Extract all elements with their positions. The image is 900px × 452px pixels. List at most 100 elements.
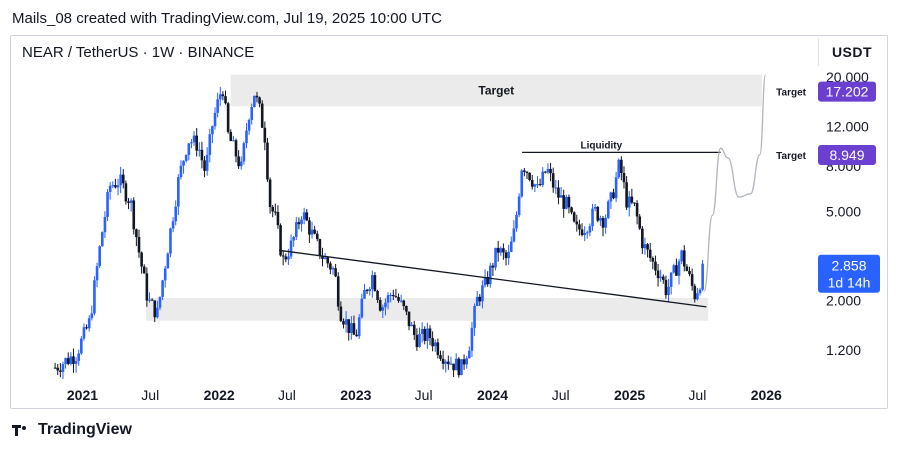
candle-body [224,96,227,104]
candle-body [557,187,560,198]
candle-body [271,207,275,212]
candle-body [315,233,319,240]
candle-body [95,266,99,281]
candle-body [250,107,254,120]
candle-body [321,256,324,259]
candle-body [486,276,489,285]
target-price-value: 17.202 [826,84,869,100]
candle-body [344,319,348,325]
tradingview-logo-icon [12,423,32,437]
candle-body [313,229,316,234]
candle-body [292,236,295,241]
candle-body [627,196,631,208]
candle-body [192,135,196,143]
target-price-value: 8.949 [829,147,864,163]
candle-body [234,140,238,157]
candle-body [698,289,702,294]
candle-body [559,195,563,198]
tradingview-brand[interactable]: TradingView [12,421,132,439]
candle-body [588,226,592,233]
candle-body [570,207,573,213]
candle-body [394,296,398,298]
candle-body [470,327,474,351]
candle-body [426,328,429,341]
candle-body [342,321,345,325]
candle-body [187,143,191,155]
candle-body [397,297,400,301]
candle-body [641,228,644,249]
candle-body [153,300,157,318]
candle-body [182,160,185,166]
target-price-badge[interactable] [818,145,876,166]
candle-body [433,342,437,347]
candle-body [415,334,419,348]
y-tick-label: 2.000 [826,292,861,308]
candle-body [473,306,476,328]
candle-body [675,265,678,276]
candle-body [625,182,628,208]
candle-body [533,184,537,187]
candle-body [208,134,212,155]
candle-body [334,268,337,277]
symbol-title[interactable]: NEAR / TetherUS · 1W · BINANCE [22,44,255,61]
candle-body [226,103,230,132]
candle-body [171,221,175,229]
bar-countdown: 1d 14h [828,275,871,291]
candle-body [169,228,172,254]
candle-body [218,94,222,100]
candle-body [61,364,65,372]
y-tick-label: 1.200 [826,342,861,358]
target-price-badge[interactable] [818,81,876,102]
candle-body [260,103,264,128]
candle-body [701,263,704,290]
candle-body [562,195,565,209]
candle-body [268,179,272,208]
candle-body [72,356,75,364]
candle-body [263,127,267,143]
candle-body [239,161,243,167]
candle-body [179,165,183,178]
candle-body [475,296,479,307]
candle-body [253,95,256,108]
chart-caption: Mails_08 created with TradingView.com, J… [12,10,442,27]
candle-body [297,222,301,225]
candle-body [530,179,534,187]
candle-body [258,97,261,104]
candle-body [591,208,594,227]
candle-body [85,327,88,329]
candle-body [221,94,225,97]
candle-body [580,229,584,236]
x-tick-label: 2023 [340,387,371,403]
candle-body [59,370,62,372]
candle-body [664,279,668,295]
candle-body [373,275,377,291]
candle-body [567,196,571,208]
candle-body [578,224,581,230]
candle-body [363,289,366,299]
candle-body [289,240,293,257]
currency-button[interactable]: USDT [818,38,885,66]
candle-body [399,300,403,302]
candle-body [184,154,188,161]
candle-body [137,237,141,253]
candle-body [124,183,128,202]
candle-body [646,244,649,250]
candle-body [633,202,636,204]
candle-body [447,361,450,365]
candle-body [551,173,555,188]
candle-body [174,206,178,222]
x-tick-label: Jul [415,387,433,403]
candle-body [622,173,626,183]
candle-body [523,170,526,172]
candle-body [502,248,505,253]
candle-body [90,313,94,319]
candle-body [140,252,143,267]
candle-body [274,211,277,213]
last-price-badge[interactable] [818,254,880,293]
target-note: Target [776,88,806,99]
candle-body [436,342,440,356]
candle-body [142,266,146,274]
candle-body [617,159,621,178]
target-note: Target [776,151,806,162]
